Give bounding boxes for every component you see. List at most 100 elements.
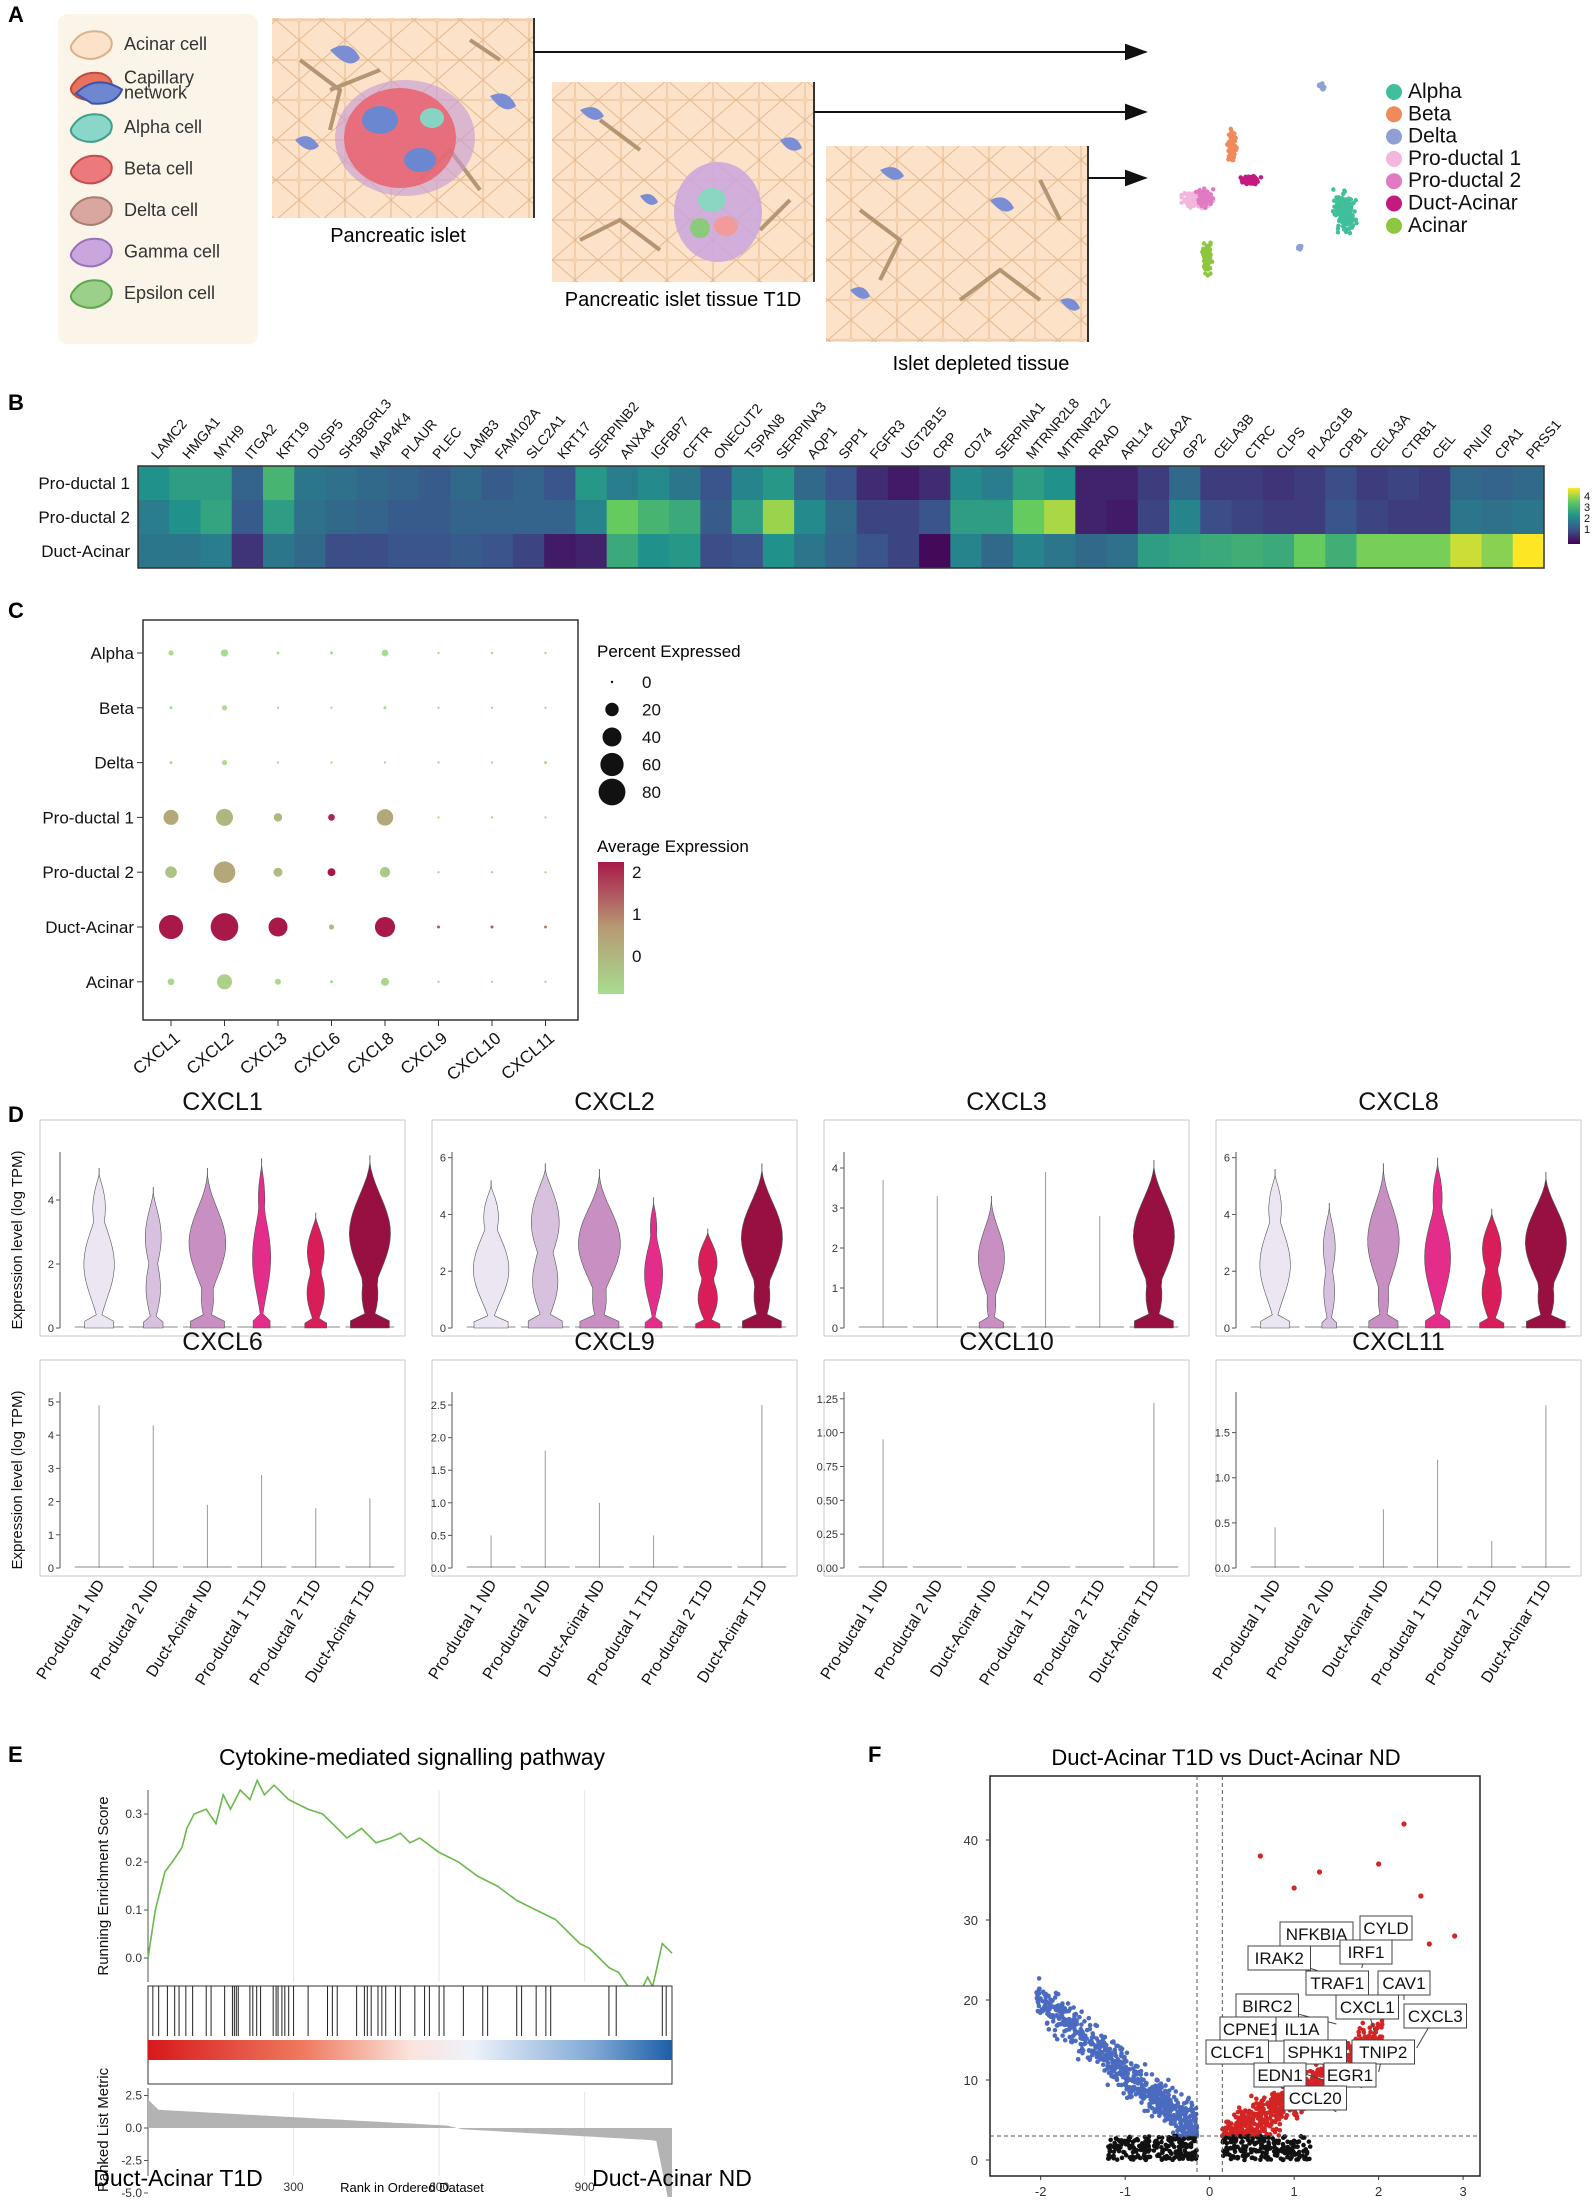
volcano-point-up (1245, 2130, 1250, 2135)
volcano-point-down (1158, 2111, 1163, 2116)
heatmap-cell (700, 534, 732, 569)
heatmap-gene-label: ITGA2 (241, 420, 279, 461)
heatmap-cell (825, 500, 857, 535)
umap-point (1229, 133, 1233, 137)
volcano-point-down (1189, 2101, 1194, 2106)
volcano-point-ns (1262, 2145, 1267, 2150)
volcano-ytick: 0 (971, 2153, 978, 2168)
heatmap-gene-label: GP2 (1179, 430, 1209, 462)
volcano-point-up (1452, 1933, 1457, 1938)
umap-legend-label: Alpha (1408, 80, 1462, 103)
heatmap-cell (607, 500, 639, 535)
heatmap-cell (732, 500, 764, 535)
volcano-point-down (1135, 2064, 1140, 2069)
umap-legend-swatch (1386, 173, 1402, 189)
volcano-point-ns (1231, 2139, 1236, 2144)
heatmap-cell (919, 466, 951, 501)
violin-y-tick: 3 (48, 1463, 54, 1475)
volcano-point-down (1140, 2085, 1145, 2090)
panel-letter-e: E (8, 1742, 23, 1767)
volcano-point-up (1418, 1893, 1423, 1898)
volcano-point-up (1268, 2111, 1273, 2116)
volcano-point-ns (1179, 2144, 1184, 2149)
volcano-point-down (1163, 2089, 1168, 2094)
volcano-point-down (1069, 2021, 1074, 2026)
dotplot-dot (544, 707, 546, 709)
volcano-point-down (1077, 2049, 1082, 2054)
volcano-point-ns (1164, 2154, 1169, 2159)
violin-y-tick: 4 (48, 1195, 54, 1207)
heatmap-cell (450, 500, 482, 535)
volcano-point-down (1140, 2090, 1145, 2095)
dotplot-dot (544, 816, 546, 818)
volcano-point-ns (1120, 2156, 1125, 2161)
gsea-ytick: 0.1 (125, 1903, 142, 1917)
dotplot-dot (329, 924, 334, 929)
violin-y-tick: 0.25 (817, 1529, 838, 1541)
volcano-point-up (1292, 1885, 1297, 1890)
size-legend-dot (599, 779, 626, 806)
heatmap-cell (1200, 500, 1232, 535)
heatmap-cell (794, 500, 826, 535)
volcano-point-ns (1120, 2140, 1125, 2145)
umap-point (1338, 210, 1342, 214)
heatmap-cell (1388, 500, 1420, 535)
volcano-point-ns (1159, 2145, 1164, 2150)
volcano-point-down (1054, 2008, 1059, 2013)
dotplot-gene-label: CXCL6 (290, 1029, 344, 1079)
volcano-point-ns (1194, 2148, 1199, 2153)
heatmap-cell (1169, 466, 1201, 501)
volcano-point-down (1172, 2106, 1177, 2111)
dotplot-dot (159, 915, 183, 939)
dotplot-dot (544, 652, 546, 654)
heatmap-cell (1513, 500, 1545, 535)
volcano-point-ns (1301, 2143, 1306, 2148)
volcano-point-up (1243, 2124, 1248, 2129)
heatmap-cell (888, 534, 920, 569)
heatmap-cell (1419, 534, 1451, 569)
umap-point (1331, 187, 1335, 191)
heatmap-cell (982, 500, 1014, 535)
dotplot-dot (491, 761, 493, 763)
volcano-gene-label: CAV1 (1382, 1974, 1425, 1993)
cell-legend-label: network (124, 83, 188, 103)
heatmap-cell (294, 500, 326, 535)
volcano-point-up (1357, 2033, 1362, 2038)
violin-y-tick: 0.00 (817, 1563, 838, 1575)
volcano-point-ns (1170, 2158, 1175, 2163)
volcano-point-ns (1159, 2140, 1164, 2145)
volcano-point-ns (1251, 2147, 1256, 2152)
heatmap-cell (575, 466, 607, 501)
color-legend-ticks: 210 (632, 863, 641, 966)
umap-point (1191, 196, 1195, 200)
violin-title: CXCL3 (966, 1088, 1047, 1116)
volcano-point-down (1109, 2064, 1114, 2069)
volcano-point-down (1077, 2015, 1082, 2020)
heatmap-cell (1294, 466, 1326, 501)
volcano-point-ns (1181, 2155, 1186, 2160)
heatmap-cell (1482, 500, 1514, 535)
violin-y-tick: 0 (1224, 1323, 1230, 1335)
heatmap-cell (1325, 500, 1357, 535)
violin-y-tick: 1 (48, 1530, 54, 1542)
violin-title: CXCL8 (1358, 1088, 1439, 1116)
dotplot-gene-label: CXCL2 (183, 1029, 237, 1079)
dotplot-dot (491, 926, 494, 929)
heatmap-cell (482, 534, 514, 569)
dotplot-dot (437, 707, 439, 709)
heatmap-cell (388, 534, 420, 569)
dotplot-dot (214, 861, 236, 883)
volcano-point-down (1037, 2004, 1042, 2009)
umap-point (1349, 223, 1353, 227)
gsea-right-label: Duct-Acinar ND (592, 2165, 752, 2191)
volcano-point-down (1159, 2085, 1164, 2090)
volcano-point-down (1093, 2023, 1098, 2028)
volcano-point-up (1233, 2123, 1238, 2128)
umap-point (1231, 139, 1235, 143)
violin-y-tick: 1.0 (1215, 1473, 1230, 1485)
heatmap-gene-label: PRSS1 (1522, 416, 1564, 462)
heatmap-cell (1107, 534, 1139, 569)
volcano-point-down (1109, 2054, 1114, 2059)
